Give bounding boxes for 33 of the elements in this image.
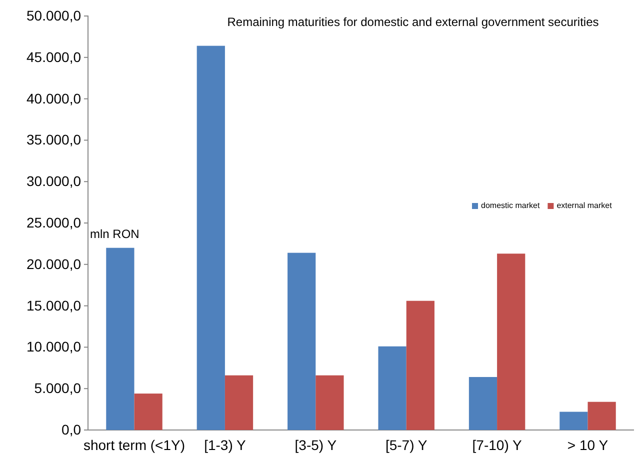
- legend-label: external market: [556, 201, 613, 210]
- bar: [497, 254, 526, 430]
- y-tick-label: 20.000,0: [26, 256, 82, 272]
- bar: [406, 300, 434, 430]
- y-tick-label: 0,0: [62, 421, 82, 438]
- bar: [106, 248, 134, 430]
- x-tick-label: short term (<1Y): [83, 436, 186, 453]
- y-tick-label: 15.000,0: [26, 297, 82, 314]
- y-tick-label: 5.000,0: [34, 380, 82, 396]
- y-tick-label: 45.000,0: [26, 48, 82, 65]
- chart-title: Remaining maturities for domestic and external government securities: [227, 15, 599, 29]
- bar: [224, 375, 254, 430]
- y-tick-label: 25.000,0: [26, 214, 82, 230]
- bar: [378, 346, 406, 430]
- legend-label: domestic market: [481, 201, 540, 210]
- x-tick-label: [1-3) Y: [204, 436, 246, 453]
- bar: [560, 412, 588, 430]
- bar: [316, 375, 344, 430]
- bar: [288, 252, 316, 430]
- y-tick-label: 10.000,0: [26, 338, 82, 355]
- bar: [468, 377, 498, 430]
- x-tick-label: [5-7) Y: [385, 436, 428, 453]
- y-tick-label: 40.000,0: [26, 90, 82, 106]
- bar: [196, 46, 225, 430]
- bar: [134, 394, 162, 430]
- y-axis-title: mln RON: [90, 227, 140, 241]
- y-tick-label: 35.000,0: [26, 132, 82, 148]
- y-tick-label: 50.000,0: [26, 7, 82, 24]
- y-tick-label: 30.000,0: [26, 173, 82, 190]
- bar: [588, 402, 616, 430]
- x-tick-label: [7-10) Y: [472, 436, 522, 453]
- x-tick-label: [3-5) Y: [294, 436, 338, 453]
- x-tick-label: > 10 Y: [567, 436, 609, 453]
